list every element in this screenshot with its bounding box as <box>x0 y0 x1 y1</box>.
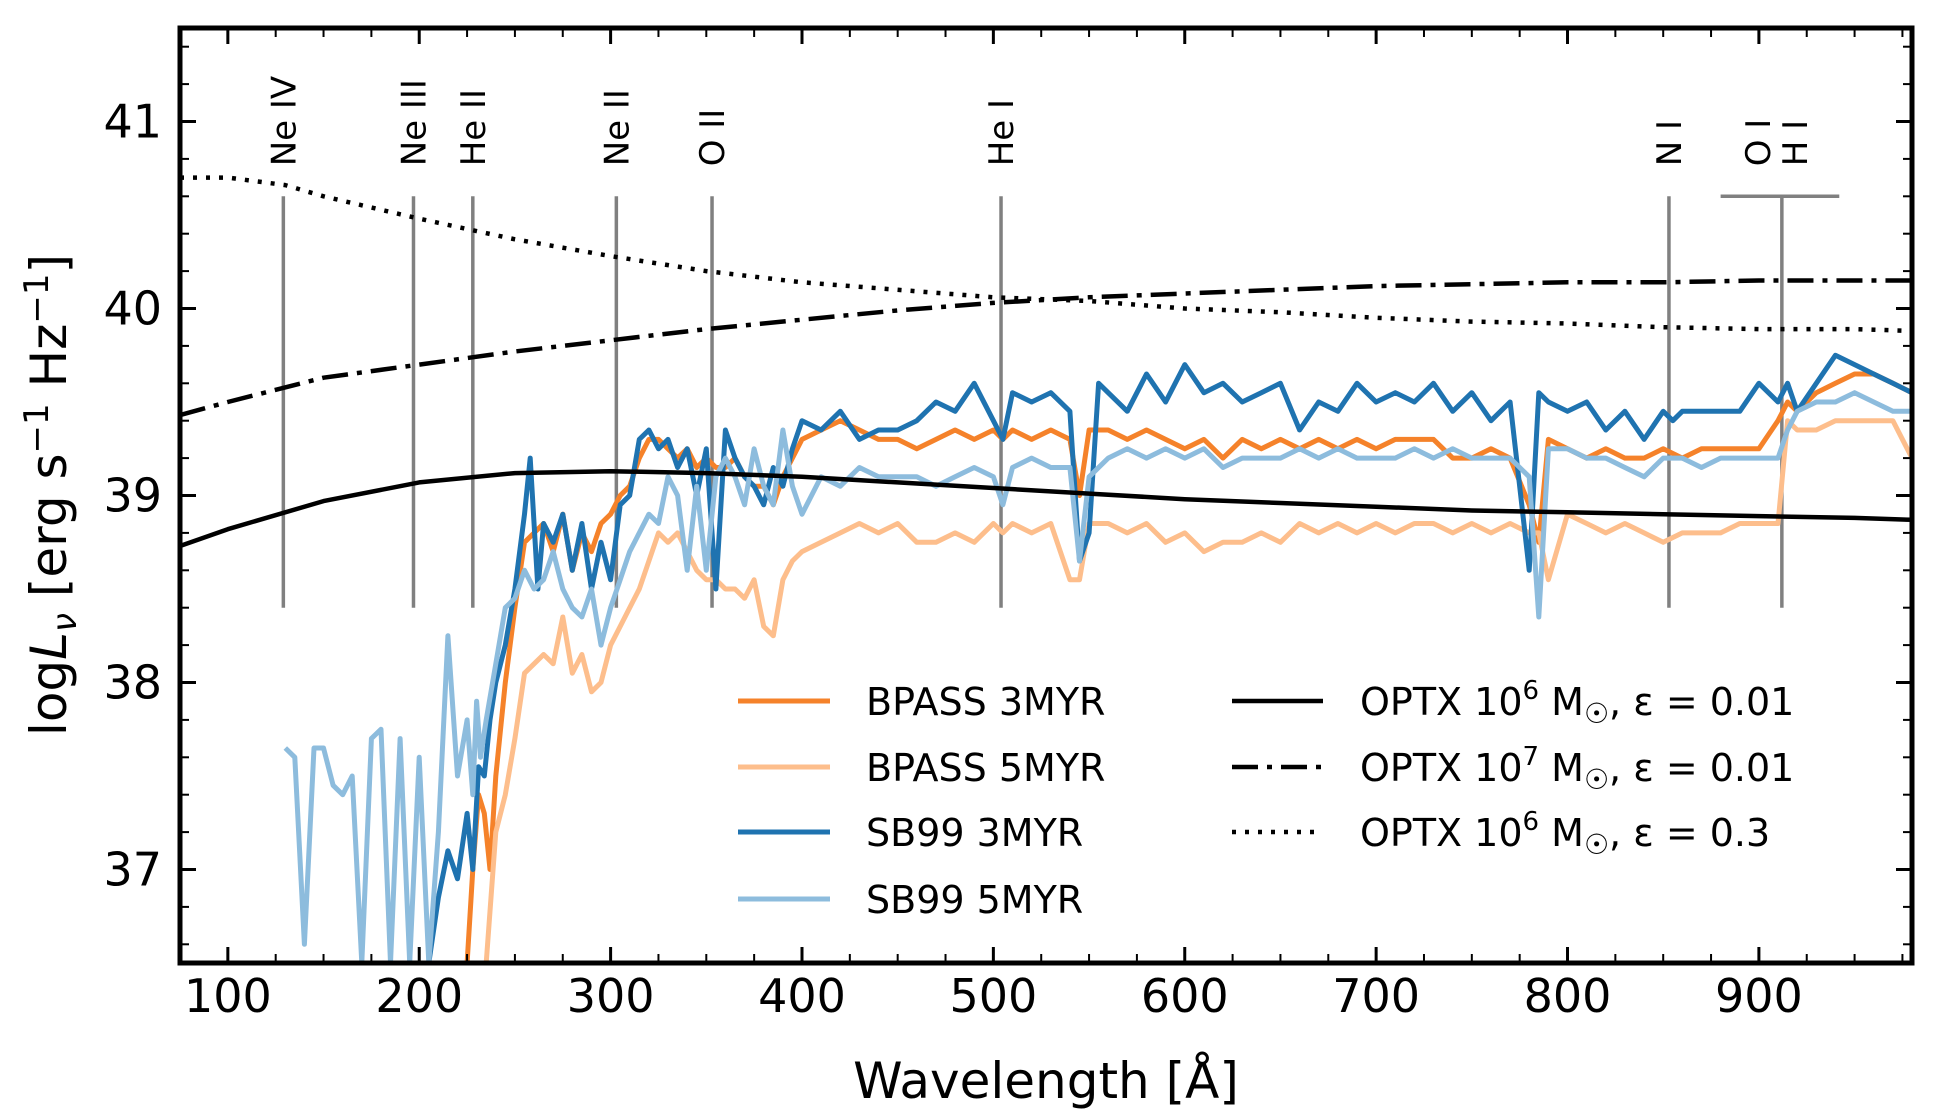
series-line-1 <box>483 418 1912 963</box>
x-tick-label: 700 <box>1332 969 1420 1023</box>
x-tick-label: 300 <box>567 969 655 1023</box>
axis-ticks: 100 200 300 400 500 600 700 800 900 37 38 39 40 41 <box>103 28 1912 1023</box>
line-label-ne-ii: Ne II <box>597 89 637 166</box>
x-tick-label: 600 <box>1141 969 1229 1023</box>
series-line-6 <box>180 175 1912 334</box>
y-tick-label: 39 <box>103 469 162 523</box>
x-tick-label: 100 <box>184 969 272 1023</box>
line-label-he-ii: He II <box>454 89 494 166</box>
line-label-h-i: H I <box>1776 120 1816 166</box>
y-tick-label: 40 <box>103 282 162 336</box>
legend-label: BPASS 5MYR <box>866 746 1105 790</box>
series-line-0 <box>464 371 1912 963</box>
y-tick-label: 38 <box>103 656 162 710</box>
legend-label: OPTX 107 M☉, ε = 0.01 <box>1360 742 1794 796</box>
line-label-ne-iv: Ne IV <box>264 76 304 166</box>
y-axis-label: logLν [erg s−1 Hz−1] <box>17 254 85 736</box>
line-label-o-ii: O II <box>693 109 733 167</box>
legend-label: OPTX 106 M☉, ε = 0.3 <box>1360 807 1770 861</box>
line-label-o-i: O I <box>1739 119 1779 167</box>
legend: BPASS 3MYR BPASS 5MYR SB99 3MYR SB99 5MYR OP… <box>738 676 1794 922</box>
x-tick-label: 800 <box>1524 969 1612 1023</box>
legend-label: SB99 3MYR <box>866 811 1083 855</box>
x-tick-label: 500 <box>949 969 1037 1023</box>
x-tick-label: 400 <box>758 969 846 1023</box>
x-tick-label: 200 <box>375 969 463 1023</box>
series-line-2 <box>426 352 1912 963</box>
legend-label: BPASS 3MYR <box>866 680 1105 724</box>
line-label-he-i: He I <box>982 99 1022 166</box>
y-tick-label: 41 <box>103 95 162 149</box>
legend-label: OPTX 106 M☉, ε = 0.01 <box>1360 676 1794 730</box>
spectral-line-markers: Ne IV Ne III He II Ne II O II He I N I O IH I <box>264 76 1840 608</box>
x-tick-label: 900 <box>1715 969 1803 1023</box>
legend-label: SB99 5MYR <box>866 878 1083 922</box>
series-line-4 <box>180 468 1912 549</box>
x-axis-label: Wavelength [Å] <box>853 1052 1239 1110</box>
series-layer <box>180 175 1912 963</box>
series-line-3 <box>283 390 1912 963</box>
line-label-ne-iii: Ne III <box>394 79 434 166</box>
y-tick-label: 37 <box>103 843 162 897</box>
line-label-n-i: N I <box>1650 120 1690 166</box>
